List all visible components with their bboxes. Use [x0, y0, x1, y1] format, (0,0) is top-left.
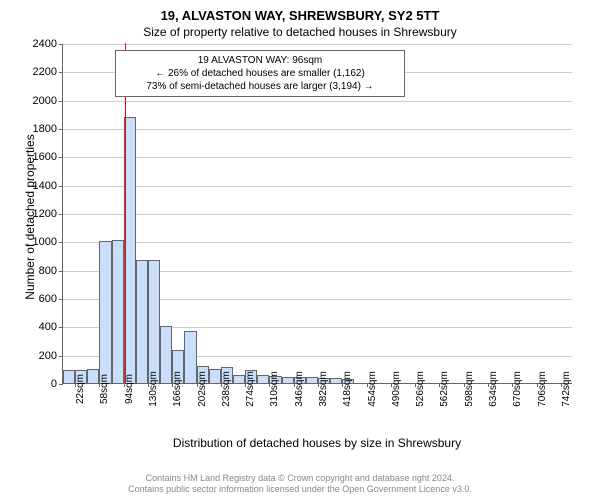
ytick-mark	[59, 327, 63, 328]
xtick-label: 706sqm	[537, 371, 548, 407]
histogram-bar	[257, 375, 269, 384]
ytick-mark	[59, 44, 63, 45]
xtick-label: 418sqm	[342, 371, 353, 407]
histogram-bar	[233, 375, 245, 384]
xtick-label: 382sqm	[318, 371, 329, 407]
xtick-label: 634sqm	[488, 371, 499, 407]
ytick-label: 0	[51, 378, 57, 390]
histogram-bar	[87, 369, 99, 383]
ytick-mark	[59, 129, 63, 130]
ytick-label: 1800	[33, 123, 57, 135]
histogram-bar	[306, 377, 318, 383]
ytick-mark	[59, 101, 63, 102]
ytick-label: 600	[39, 293, 57, 305]
super-title: 19, ALVASTON WAY, SHREWSBURY, SY2 5TT	[0, 0, 600, 23]
ytick-mark	[59, 72, 63, 73]
xtick-label: 310sqm	[269, 371, 280, 407]
histogram-bar	[160, 326, 172, 383]
xtick-label: 562sqm	[439, 371, 450, 407]
chart-container: 19, ALVASTON WAY, SHREWSBURY, SY2 5TT Si…	[0, 0, 600, 500]
xtick-label: 22sqm	[75, 374, 86, 404]
ytick-mark	[59, 214, 63, 215]
xtick-label: 490sqm	[391, 371, 402, 407]
xtick-label: 526sqm	[415, 371, 426, 407]
xtick-label: 58sqm	[99, 374, 110, 404]
histogram-bar	[184, 331, 196, 383]
sub-title: Size of property relative to detached ho…	[0, 23, 600, 39]
histogram-bar	[63, 370, 75, 383]
gridline	[63, 214, 572, 215]
ytick-mark	[59, 242, 63, 243]
histogram-bar	[282, 377, 294, 383]
ytick-mark	[59, 157, 63, 158]
info-line-3: 73% of semi-detached houses are larger (…	[122, 80, 398, 93]
histogram-bar	[99, 241, 111, 383]
gridline	[63, 101, 572, 102]
ytick-label: 2200	[33, 66, 57, 78]
ytick-label: 1200	[33, 208, 57, 220]
ytick-mark	[59, 384, 63, 385]
x-axis-label: Distribution of detached houses by size …	[62, 436, 572, 450]
xtick-label: 274sqm	[245, 371, 256, 407]
ytick-label: 800	[39, 265, 57, 277]
xtick-label: 454sqm	[367, 371, 378, 407]
xtick-label: 742sqm	[561, 371, 572, 407]
ytick-label: 1600	[33, 151, 57, 163]
ytick-mark	[59, 186, 63, 187]
footer-line-1: Contains HM Land Registry data © Crown c…	[0, 473, 600, 485]
info-box: 19 ALVASTON WAY: 96sqm ← 26% of detached…	[115, 50, 405, 97]
gridline	[63, 129, 572, 130]
xtick-label: 670sqm	[512, 371, 523, 407]
histogram-bar	[112, 240, 124, 383]
ytick-mark	[59, 299, 63, 300]
ytick-mark	[59, 271, 63, 272]
ytick-label: 400	[39, 321, 57, 333]
ytick-label: 2000	[33, 95, 57, 107]
histogram-bar	[330, 378, 342, 383]
footer: Contains HM Land Registry data © Crown c…	[0, 473, 600, 496]
xtick-label: 166sqm	[172, 371, 183, 407]
xtick-label: 598sqm	[464, 371, 475, 407]
histogram-bar	[136, 260, 148, 383]
histogram-bar	[148, 260, 160, 383]
ytick-mark	[59, 356, 63, 357]
info-line-1: 19 ALVASTON WAY: 96sqm	[122, 54, 398, 67]
gridline	[63, 186, 572, 187]
info-line-2: ← 26% of detached houses are smaller (1,…	[122, 67, 398, 80]
xtick-label: 238sqm	[221, 371, 232, 407]
ytick-label: 1400	[33, 180, 57, 192]
gridline	[63, 44, 572, 45]
ytick-label: 2400	[33, 38, 57, 50]
gridline	[63, 157, 572, 158]
xtick-label: 202sqm	[197, 371, 208, 407]
footer-line-2: Contains public sector information licen…	[0, 484, 600, 496]
ytick-label: 200	[39, 350, 57, 362]
histogram-bar	[209, 369, 221, 383]
xtick-label: 130sqm	[148, 371, 159, 407]
xtick-label: 346sqm	[294, 371, 305, 407]
gridline	[63, 242, 572, 243]
ytick-label: 1000	[33, 236, 57, 248]
